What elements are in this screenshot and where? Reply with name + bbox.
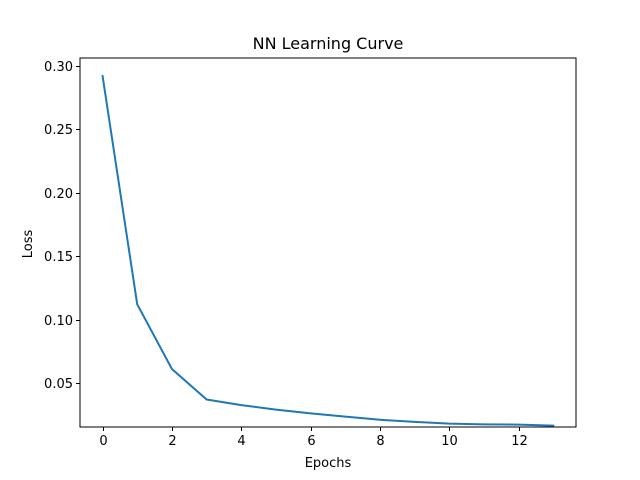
y-tick-label: 0.10	[44, 314, 73, 329]
x-axis: 0 2 4 6 8 10 12	[99, 427, 528, 449]
y-tick-label: 0.30	[44, 60, 73, 75]
x-tick-label: 10	[441, 434, 458, 449]
y-axis: 0.05 0.10 0.15 0.20 0.25 0.30	[44, 60, 80, 392]
y-tick-label: 0.15	[44, 250, 73, 265]
plot-frame	[79, 57, 577, 428]
y-axis-label: Loss	[21, 230, 36, 259]
x-tick-label: 6	[307, 434, 315, 449]
x-tick-label: 0	[99, 434, 107, 449]
y-tick-label: 0.25	[44, 123, 73, 138]
y-tick-label: 0.20	[44, 187, 73, 202]
x-tick-label: 8	[376, 434, 384, 449]
x-tick-label: 12	[511, 434, 528, 449]
x-tick-label: 4	[237, 434, 245, 449]
x-tick-label: 2	[168, 434, 176, 449]
y-tick-label: 0.05	[44, 377, 73, 392]
x-axis-label: Epochs	[305, 456, 352, 471]
chart-title: NN Learning Curve	[253, 34, 404, 53]
plot-area	[101, 74, 555, 427]
series-line-0	[101, 74, 555, 427]
